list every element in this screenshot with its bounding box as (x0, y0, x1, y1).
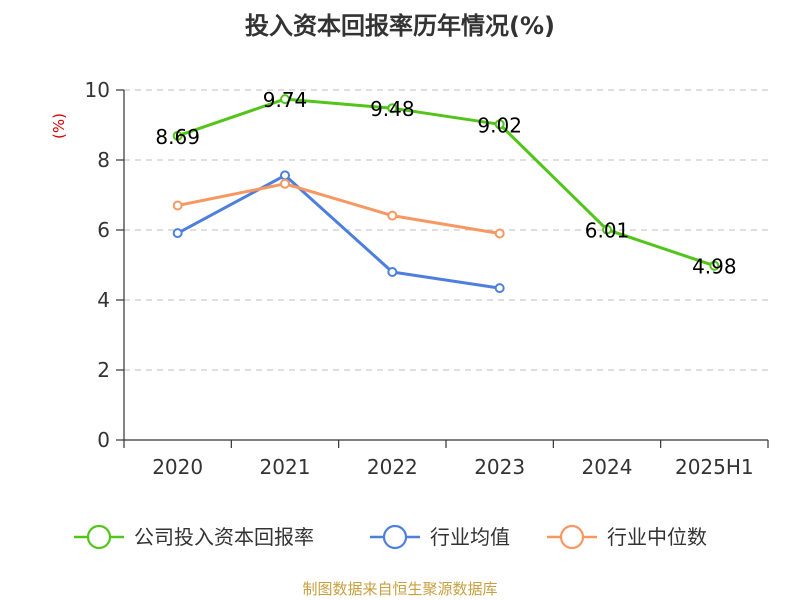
data-point (602, 224, 612, 235)
x-tick-label: 2021 (260, 455, 311, 479)
y-tick-label: 2 (97, 358, 110, 382)
data-label: 6.01 (585, 219, 630, 243)
data-point (172, 200, 183, 211)
x-tick-label: 2025H1 (675, 455, 754, 479)
legend-marker-circle (382, 524, 408, 550)
x-tick-label: 2022 (367, 455, 418, 479)
data-label: 4.98 (692, 255, 737, 279)
y-tick-label: 6 (97, 218, 110, 242)
y-axis-label: (%) (50, 113, 68, 139)
data-label: 9.74 (263, 88, 308, 112)
data-point (172, 228, 183, 239)
data-point (280, 170, 290, 181)
series-line (177, 97, 715, 268)
legend-label: 行业中位数 (607, 525, 707, 549)
y-tick-label: 0 (97, 428, 110, 452)
data-label: 8.69 (155, 125, 200, 149)
y-tick-label: 10 (85, 78, 110, 102)
y-tick-label: 4 (97, 288, 110, 312)
series-line (177, 182, 500, 235)
data-point (387, 267, 398, 277)
legend-marker-circle (559, 524, 585, 550)
y-tick-label: 8 (97, 148, 110, 172)
legend-label: 公司投入资本回报率 (134, 525, 314, 549)
x-tick-label: 2020 (152, 455, 203, 479)
chart-title: 投入资本回报率历年情况(%) (245, 12, 555, 40)
legend-marker-circle (86, 524, 112, 550)
data-point (387, 103, 398, 114)
x-tick-label: 2024 (582, 455, 633, 479)
data-point (387, 210, 398, 221)
data-point (494, 119, 505, 130)
data-source-note: 制图数据来自恒生聚源数据库 (302, 580, 498, 598)
data-label: 9.02 (477, 113, 522, 137)
data-point (280, 178, 290, 189)
data-point (709, 260, 720, 271)
x-tick-label: 2023 (474, 455, 525, 479)
data-point (494, 283, 505, 294)
data-point (494, 228, 505, 239)
data-label: 9.48 (370, 97, 415, 121)
data-point (172, 130, 183, 141)
data-point (280, 94, 290, 105)
legend-label: 行业均值 (430, 525, 510, 549)
series-line (176, 173, 500, 290)
